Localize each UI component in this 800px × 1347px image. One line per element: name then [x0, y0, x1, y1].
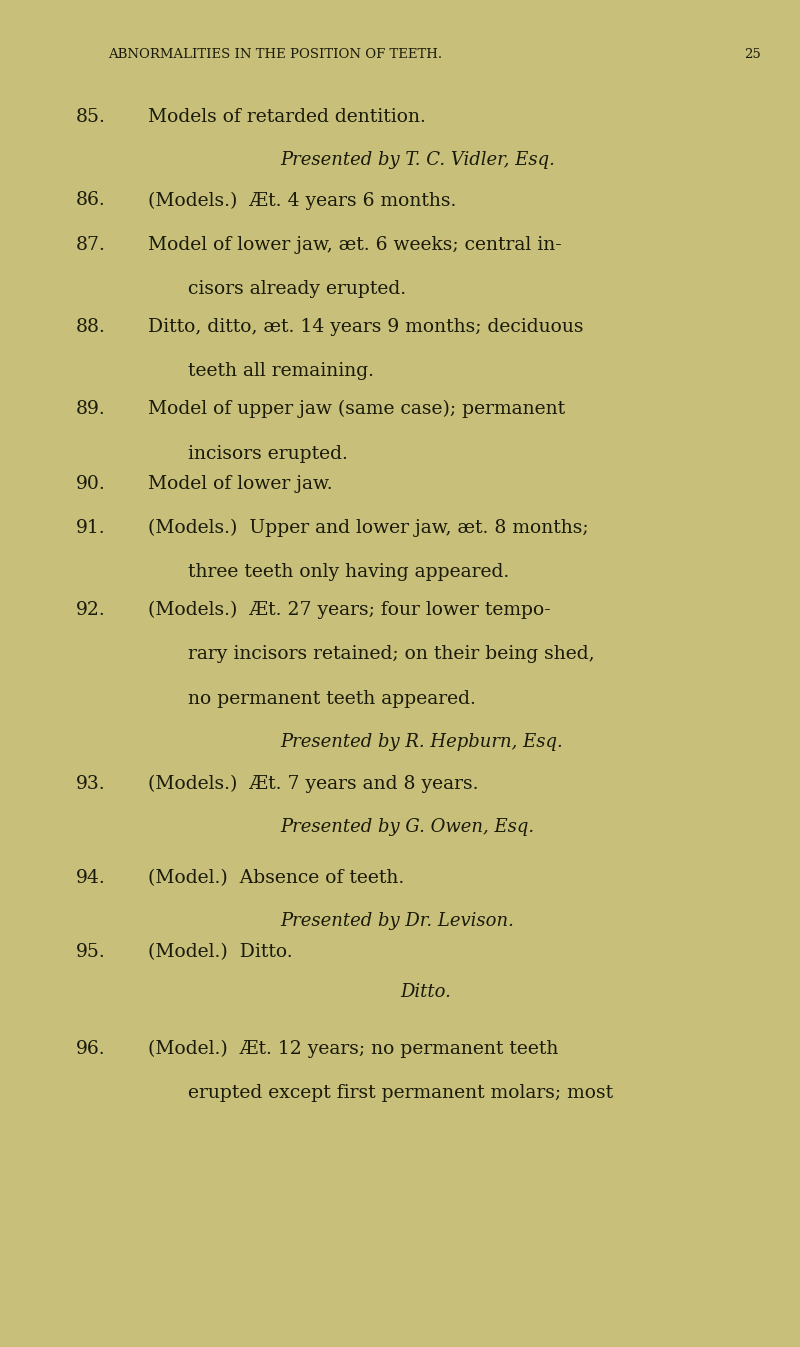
Text: no permanent teeth appeared.: no permanent teeth appeared.	[188, 690, 476, 707]
Text: Models of retarded dentition.: Models of retarded dentition.	[148, 108, 426, 125]
Text: 93.: 93.	[76, 775, 106, 792]
Text: incisors erupted.: incisors erupted.	[188, 445, 348, 462]
Text: 91.: 91.	[76, 519, 106, 536]
Text: Presented by T. C. Vidler, Esq.: Presented by T. C. Vidler, Esq.	[280, 151, 555, 168]
Text: Presented by G. Owen, Esq.: Presented by G. Owen, Esq.	[280, 818, 534, 835]
Text: (Models.)  Æt. 7 years and 8 years.: (Models.) Æt. 7 years and 8 years.	[148, 775, 478, 793]
Text: 87.: 87.	[76, 236, 106, 253]
Text: Presented by R. Hepburn, Esq.: Presented by R. Hepburn, Esq.	[280, 733, 562, 750]
Text: 89.: 89.	[76, 400, 106, 418]
Text: 86.: 86.	[76, 191, 106, 209]
Text: 95.: 95.	[76, 943, 106, 960]
Text: ABNORMALITIES IN THE POSITION OF TEETH.: ABNORMALITIES IN THE POSITION OF TEETH.	[108, 48, 442, 62]
Text: rary incisors retained; on their being shed,: rary incisors retained; on their being s…	[188, 645, 594, 663]
Text: Model of upper jaw (same case); permanent: Model of upper jaw (same case); permanen…	[148, 400, 565, 419]
Text: (Model.)  Ditto.: (Model.) Ditto.	[148, 943, 293, 960]
Text: three teeth only having appeared.: three teeth only having appeared.	[188, 563, 510, 581]
Text: Ditto, ditto, æt. 14 years 9 months; deciduous: Ditto, ditto, æt. 14 years 9 months; dec…	[148, 318, 583, 335]
Text: Model of lower jaw.: Model of lower jaw.	[148, 475, 333, 493]
Text: erupted except first permanent molars; most: erupted except first permanent molars; m…	[188, 1084, 613, 1102]
Text: 25: 25	[744, 48, 761, 62]
Text: 94.: 94.	[76, 869, 106, 886]
Text: Model of lower jaw, æt. 6 weeks; central in-: Model of lower jaw, æt. 6 weeks; central…	[148, 236, 562, 253]
Text: 96.: 96.	[76, 1040, 106, 1057]
Text: (Model.)  Absence of teeth.: (Model.) Absence of teeth.	[148, 869, 404, 886]
Text: (Models.)  Upper and lower jaw, æt. 8 months;: (Models.) Upper and lower jaw, æt. 8 mon…	[148, 519, 589, 537]
Text: Presented by Dr. Levison.: Presented by Dr. Levison.	[280, 912, 514, 929]
Text: 85.: 85.	[76, 108, 106, 125]
Text: cisors already erupted.: cisors already erupted.	[188, 280, 406, 298]
Text: (Model.)  Æt. 12 years; no permanent teeth: (Model.) Æt. 12 years; no permanent teet…	[148, 1040, 558, 1059]
Text: teeth all remaining.: teeth all remaining.	[188, 362, 374, 380]
Text: Ditto.: Ditto.	[400, 983, 451, 1001]
Text: 88.: 88.	[76, 318, 106, 335]
Text: 90.: 90.	[76, 475, 106, 493]
Text: (Models.)  Æt. 4 years 6 months.: (Models.) Æt. 4 years 6 months.	[148, 191, 456, 210]
Text: 92.: 92.	[76, 601, 106, 618]
Text: (Models.)  Æt. 27 years; four lower tempo-: (Models.) Æt. 27 years; four lower tempo…	[148, 601, 550, 620]
